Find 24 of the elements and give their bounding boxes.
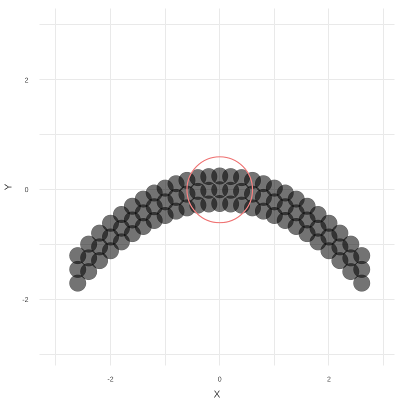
- point: [102, 242, 119, 260]
- point: [353, 247, 370, 264]
- point: [320, 242, 338, 260]
- point: [331, 224, 348, 242]
- point: [331, 252, 348, 270]
- point: [69, 274, 86, 292]
- point: [91, 252, 108, 270]
- y-axis-title: Y: [3, 183, 14, 190]
- point: [342, 236, 360, 253]
- point: [112, 233, 130, 250]
- point: [80, 263, 98, 280]
- point: [69, 247, 86, 264]
- point: [80, 236, 98, 253]
- point: [310, 206, 327, 223]
- x-axis-title: X: [214, 390, 221, 400]
- point: [298, 225, 316, 242]
- point: [298, 198, 316, 215]
- point: [353, 274, 370, 292]
- point: [102, 214, 119, 232]
- point: [91, 224, 108, 242]
- point: [310, 233, 327, 250]
- point: [342, 263, 360, 280]
- point: [112, 206, 130, 223]
- point: [320, 214, 338, 232]
